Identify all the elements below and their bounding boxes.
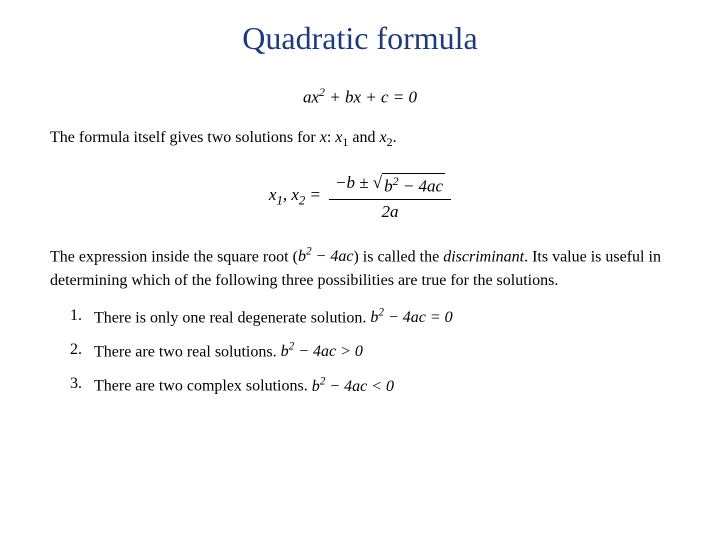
intro-paragraph: The formula itself gives two solutions f… <box>50 126 670 151</box>
para2-expr: b2 − 4ac <box>298 248 354 265</box>
discriminant-term: discriminant <box>443 248 524 265</box>
intro-x2: x <box>380 129 387 146</box>
list-desc: There is only one real degenerate soluti… <box>94 309 370 326</box>
list-condition: b2 − 4ac > 0 <box>281 343 363 360</box>
list-condition: b2 − 4ac = 0 <box>370 309 452 326</box>
para2-mid: ) is called the <box>353 248 443 265</box>
formula-numerator: −b ± √b2 − 4ac <box>329 173 451 200</box>
list-number: 1. <box>70 307 94 327</box>
list-number: 3. <box>70 375 94 395</box>
intro-and: and <box>348 129 379 146</box>
intro-prefix: The formula itself gives two solutions f… <box>50 129 320 146</box>
discriminant-paragraph: The expression inside the square root (b… <box>50 244 670 293</box>
cases-list: 1. There is only one real degenerate sol… <box>50 307 670 396</box>
list-condition: b2 − 4ac < 0 <box>312 378 394 395</box>
list-text: There are two complex solutions. b2 − 4a… <box>94 375 670 395</box>
intro-end: . <box>393 129 397 146</box>
formula-denominator: 2a <box>382 200 399 222</box>
sqrt-content: b2 − 4ac <box>382 173 445 197</box>
formula-eq: = <box>305 185 321 204</box>
list-item: 3. There are two complex solutions. b2 −… <box>70 375 670 395</box>
list-number: 2. <box>70 341 94 361</box>
formula-lhs: x1, x2 = <box>269 185 321 208</box>
sqrt-wrap: √b2 − 4ac <box>373 173 445 197</box>
list-desc: There are two real solutions. <box>94 343 281 360</box>
list-desc: There are two complex solutions. <box>94 378 312 395</box>
intro-var-x: x <box>320 129 327 146</box>
page-title: Quadratic formula <box>50 20 670 57</box>
list-item: 2. There are two real solutions. b2 − 4a… <box>70 341 670 361</box>
num-prefix: −b ± <box>335 173 373 192</box>
quadratic-formula: x1, x2 = −b ± √b2 − 4ac 2a <box>50 173 670 222</box>
list-text: There are two real solutions. b2 − 4ac >… <box>94 341 670 361</box>
list-item: 1. There is only one real degenerate sol… <box>70 307 670 327</box>
formula-fraction: −b ± √b2 − 4ac 2a <box>329 173 451 222</box>
sqrt-sign-icon: √ <box>373 173 382 193</box>
equation-quadratic: ax2 + bx + c = 0 <box>50 85 670 108</box>
formula-x2: x <box>291 185 299 204</box>
para2-prefix: The expression inside the square root ( <box>50 248 298 265</box>
list-text: There is only one real degenerate soluti… <box>94 307 670 327</box>
